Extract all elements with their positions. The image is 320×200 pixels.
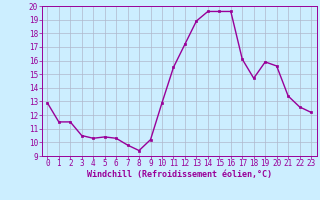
X-axis label: Windchill (Refroidissement éolien,°C): Windchill (Refroidissement éolien,°C) xyxy=(87,170,272,179)
